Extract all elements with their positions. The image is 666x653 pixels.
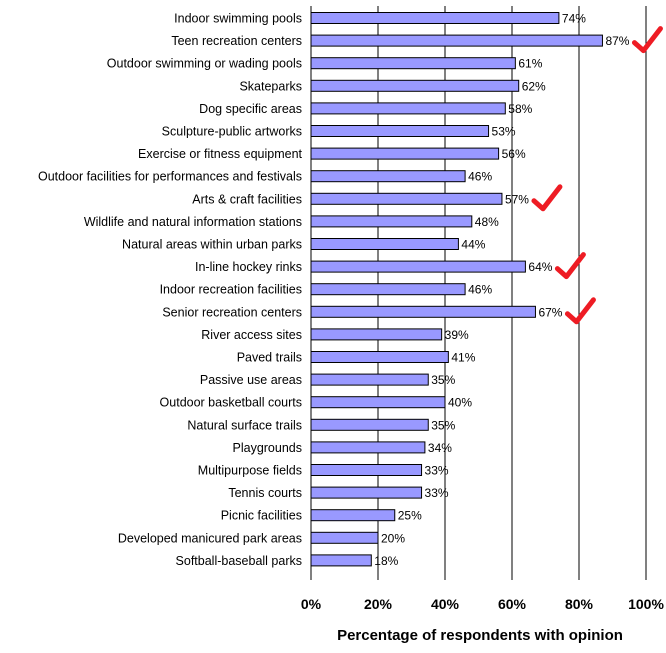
bar [310,238,459,250]
bar [310,170,466,183]
bar [310,125,490,137]
data-label: 33% [425,464,449,478]
category-label: Outdoor basketball courts [160,396,302,410]
checkmark-icon [564,297,596,325]
checkmark-annotations [531,26,663,325]
data-label: 35% [431,418,455,432]
data-label: 35% [431,373,455,387]
category-label: Tennis courts [228,486,302,500]
bar [310,192,503,205]
data-label: 87% [605,34,629,48]
category-label: Indoor swimming pools [174,12,302,26]
category-labels: Indoor swimming pools Teen recreation cen… [38,12,303,568]
category-label: Natural surface trails [187,418,302,432]
category-label: Passive use areas [200,373,302,387]
category-label: Teen recreation centers [171,34,302,48]
data-label: 53% [492,125,516,139]
value-labels: 74% 87% 61% 62% 58% 53% 56% 46% 57% 48% 44% 64% 46% 6… [374,12,629,568]
category-label: Senior recreation centers [162,305,302,319]
bar [310,441,426,454]
category-label: Picnic facilities [221,509,302,523]
x-tick-label: 60% [498,596,527,612]
category-label: Dog specific areas [199,102,302,116]
category-label: Sculpture-public artworks [162,125,302,139]
data-label: 34% [428,441,452,455]
category-label: Skateparks [239,79,302,93]
checkmark-icon [531,184,563,212]
bar [310,34,603,47]
category-label: Exercise or fitness equipment [138,147,302,161]
bar [310,396,446,409]
data-label: 64% [528,260,552,274]
category-label: Multipurpose fields [198,464,302,478]
bar [310,283,466,296]
data-label: 62% [522,79,546,93]
data-label: 41% [451,351,475,365]
data-label: 67% [538,305,562,319]
bar [310,12,560,24]
bar [310,57,516,70]
data-label: 33% [425,486,449,500]
category-label: Wildlife and natural information station… [84,215,302,229]
category-label: Outdoor facilities for performances and … [38,170,302,184]
data-label: 44% [461,238,485,252]
bar [310,147,500,160]
category-label: In-line hockey rinks [195,260,302,274]
bar [310,554,372,567]
category-label: Playgrounds [233,441,303,455]
x-axis-title: Percentage of respondents with opinion [337,627,623,644]
bar [310,260,526,273]
bar [310,79,520,92]
bar [310,373,429,386]
data-label: 25% [398,509,422,523]
bar [310,215,473,228]
data-label: 48% [475,215,499,229]
bar [310,305,536,318]
x-tick-label: 80% [565,596,594,612]
checkmark-icon [631,26,663,54]
category-label: Arts & craft facilities [192,192,302,206]
bar [310,531,379,544]
data-label: 57% [505,192,529,206]
data-label: 18% [374,554,398,568]
data-label: 56% [502,147,526,161]
x-tick-label: 20% [364,596,393,612]
bar [310,102,506,115]
category-label: Indoor recreation facilities [160,283,302,297]
bar [310,418,429,431]
data-label: 39% [445,328,469,342]
checkmark-icon [554,252,586,280]
bar [310,464,423,476]
bar [310,486,423,499]
category-label: River access sites [201,328,302,342]
category-label: Developed manicured park areas [118,531,302,545]
x-tick-label: 100% [628,596,664,612]
category-label: Natural areas within urban parks [122,238,302,252]
data-label: 46% [468,170,492,184]
bars [310,12,603,567]
data-label: 20% [381,531,405,545]
category-label: Outdoor swimming or wading pools [107,57,302,71]
bar [310,351,449,363]
data-label: 46% [468,283,492,297]
data-label: 61% [518,57,542,71]
x-tick-label: 0% [301,596,322,612]
x-tick-label: 40% [431,596,460,612]
data-label: 74% [562,12,586,26]
category-label: Softball-baseball parks [176,554,302,568]
category-label: Paved trails [237,351,302,365]
data-label: 40% [448,396,472,410]
data-label: 58% [508,102,532,116]
x-tick-labels: 0% 20% 40% 60% 80% 100% [301,596,665,612]
bar [310,328,443,341]
bar [310,509,396,522]
